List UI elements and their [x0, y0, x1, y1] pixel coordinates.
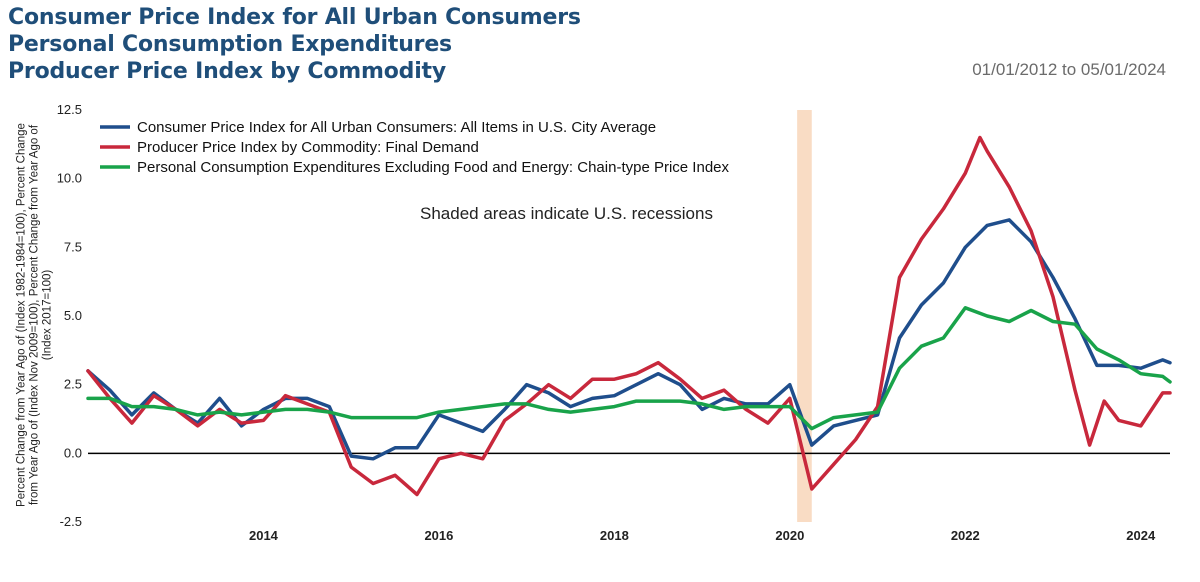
series-line — [86, 135, 1172, 497]
y-tick-label: 10.0 — [57, 171, 82, 186]
series-line — [86, 218, 1172, 461]
x-tick-label: 2020 — [775, 528, 804, 543]
chart-titles: Consumer Price Index for All Urban Consu… — [8, 4, 581, 85]
legend-label: Producer Price Index by Commodity: Final… — [137, 139, 479, 156]
date-range: 01/01/2012 to 05/01/2024 — [972, 60, 1166, 79]
x-tick-label: 2016 — [424, 528, 453, 543]
series-line — [86, 306, 1172, 431]
x-tick-label: 2018 — [600, 528, 629, 543]
legend-label: Consumer Price Index for All Urban Consu… — [137, 119, 656, 136]
x-tick-label: 2014 — [249, 528, 279, 543]
y-tick-label: -2.5 — [60, 514, 82, 529]
x-tick-label: 2024 — [1126, 528, 1156, 543]
y-tick-label: 2.5 — [64, 377, 82, 392]
y-tick-label: 0.0 — [64, 445, 82, 460]
y-tick-label: 5.0 — [64, 308, 82, 323]
chart-title-line-2: Personal Consumption Expenditures — [8, 32, 452, 57]
chart-title-line-1: Consumer Price Index for All Urban Consu… — [8, 5, 581, 30]
chart-title-line-3: Producer Price Index by Commodity — [8, 59, 446, 84]
x-tick-label: 2022 — [951, 528, 980, 543]
y-tick-label: 12.5 — [57, 102, 82, 117]
y-tick-label: 7.5 — [64, 239, 82, 254]
recession-annotation: Shaded areas indicate U.S. recessions — [420, 204, 713, 223]
legend-label: Personal Consumption Expenditures Exclud… — [137, 159, 730, 176]
